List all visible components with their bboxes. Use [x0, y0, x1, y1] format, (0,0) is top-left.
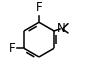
Text: F: F — [9, 42, 16, 55]
Text: N: N — [57, 22, 66, 35]
Text: F: F — [36, 1, 42, 14]
